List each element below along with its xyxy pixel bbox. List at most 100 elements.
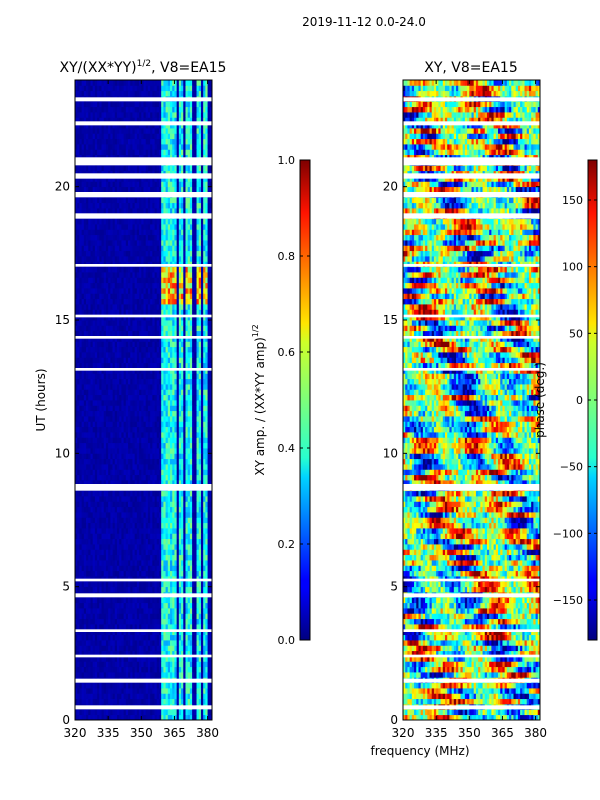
heatmap-cell xyxy=(123,672,127,678)
heatmap-cell xyxy=(203,714,206,721)
heatmap-cell xyxy=(99,693,102,700)
heatmap-cell xyxy=(114,698,118,705)
heatmap-cell xyxy=(112,666,116,673)
heatmap-cell xyxy=(110,688,113,694)
heatmap-cell xyxy=(108,661,111,668)
amplitude-panel: XY/(XX*YY)1/2, V8=EA15 320 335 350 365 38005… xyxy=(34,59,226,740)
heatmap-cell xyxy=(203,666,206,673)
heatmap-cell xyxy=(81,714,85,721)
heatmap-cell xyxy=(130,688,133,694)
figure-title: 2019-11-12 0.0-24.0 xyxy=(302,15,426,29)
heatmap-cell xyxy=(152,698,155,705)
amplitude-title-exponent: 1/2 xyxy=(137,59,151,69)
heatmap-cell xyxy=(172,698,175,705)
heatmap-cell xyxy=(156,688,160,694)
heatmap-cell xyxy=(156,693,160,700)
heatmap-cell xyxy=(92,672,96,678)
heatmap-cell xyxy=(198,682,202,689)
heatmap-cell xyxy=(79,661,83,668)
heatmap-cell xyxy=(136,688,140,694)
heatmap-cell xyxy=(198,714,202,721)
heatmap-cell xyxy=(132,714,136,721)
heatmap-cell xyxy=(200,688,204,694)
heatmap-cell xyxy=(77,698,80,705)
amplitude-title-main: XY/(XX*YY) xyxy=(60,60,137,76)
heatmap-cell xyxy=(200,709,204,716)
heatmap-cell xyxy=(103,709,107,716)
heatmap-cell xyxy=(209,714,213,721)
heatmap-cell xyxy=(156,698,160,705)
heatmap-cell xyxy=(196,682,200,689)
heatmap-cell xyxy=(134,672,138,678)
heatmap-cell xyxy=(192,666,195,673)
heatmap-cell xyxy=(185,682,189,689)
heatmap-cell xyxy=(185,672,189,678)
heatmap-cell xyxy=(143,714,147,721)
heatmap-cell xyxy=(143,682,147,689)
heatmap-cell xyxy=(158,688,162,694)
heatmap-cell xyxy=(196,698,200,705)
heatmap-cell xyxy=(139,682,142,689)
heatmap-cell xyxy=(86,666,89,673)
heatmap-cell xyxy=(88,682,91,689)
heatmap-cell xyxy=(83,698,87,705)
heatmap-cell xyxy=(110,661,113,668)
heatmap-cell xyxy=(125,693,129,700)
heatmap-cell xyxy=(165,661,169,668)
heatmap-cell xyxy=(150,693,153,700)
heatmap-cell xyxy=(134,709,138,716)
heatmap-cell xyxy=(183,666,186,673)
heatmap-cell xyxy=(94,709,98,716)
heatmap-cell xyxy=(152,688,155,694)
heatmap-cell xyxy=(132,666,136,673)
heatmap-cell xyxy=(189,693,193,700)
heatmap-cell xyxy=(152,682,155,689)
heatmap-cell xyxy=(119,714,122,721)
heatmap-cell xyxy=(187,666,191,673)
heatmap-cell xyxy=(170,709,173,716)
heatmap-cell xyxy=(125,714,129,721)
heatmap-cell xyxy=(79,688,83,694)
heatmap-cell xyxy=(143,688,147,694)
heatmap-cell xyxy=(174,698,178,705)
heatmap-cell xyxy=(150,688,153,694)
heatmap-cell xyxy=(119,709,122,716)
heatmap-cell xyxy=(209,709,213,716)
heatmap-cell xyxy=(83,666,87,673)
heatmap-cell xyxy=(75,656,78,662)
heatmap-cell xyxy=(207,682,211,689)
heatmap-cell xyxy=(147,682,151,689)
heatmap-cell xyxy=(165,688,169,694)
heatmap-cell xyxy=(136,672,140,678)
heatmap-cell xyxy=(108,714,111,721)
heatmap-cell xyxy=(165,666,169,673)
heatmap-cell xyxy=(158,709,162,716)
heatmap-cell xyxy=(178,661,182,668)
heatmap-cell xyxy=(90,661,94,668)
heatmap-cell xyxy=(139,698,142,705)
heatmap-cell xyxy=(99,698,102,705)
heatmap-cell xyxy=(128,698,131,705)
heatmap-cell xyxy=(143,693,147,700)
heatmap-cell xyxy=(119,682,122,689)
heatmap-cell xyxy=(112,714,116,721)
heatmap-cell xyxy=(81,693,85,700)
heatmap-cell xyxy=(167,661,171,668)
heatmap-cell xyxy=(203,693,206,700)
heatmap-cell xyxy=(123,709,127,716)
heatmap-cell xyxy=(103,682,107,689)
heatmap-cell xyxy=(207,661,211,668)
heatmap-cell xyxy=(192,714,195,721)
heatmap-cell xyxy=(192,672,195,678)
heatmap-cell xyxy=(163,698,166,705)
heatmap-cell xyxy=(200,682,204,689)
heatmap-cell xyxy=(163,682,166,689)
heatmap-cell xyxy=(116,698,120,705)
heatmap-cell xyxy=(174,661,178,668)
heatmap-cell xyxy=(75,688,78,694)
heatmap-cell xyxy=(158,693,162,700)
heatmap-cell xyxy=(88,672,91,678)
heatmap-cell xyxy=(134,661,138,668)
heatmap-cell xyxy=(165,672,169,678)
